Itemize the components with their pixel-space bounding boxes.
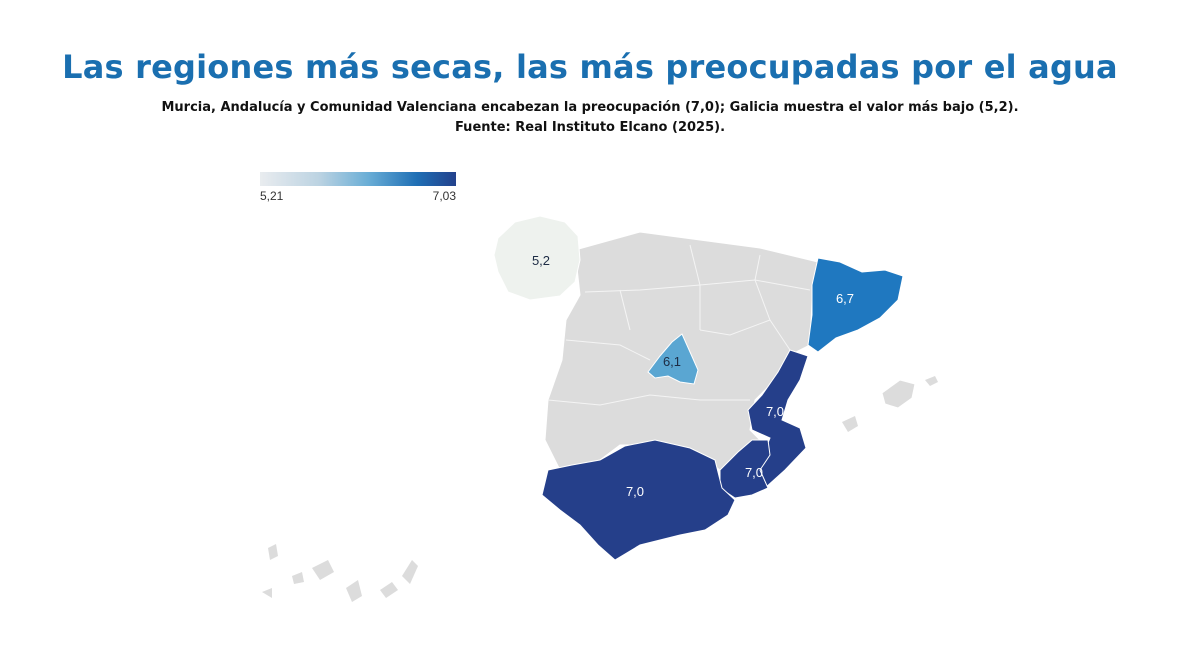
legend-max-label: 7,03 bbox=[432, 189, 456, 203]
color-legend: 5,21 7,03 bbox=[260, 172, 456, 204]
subtitle-line-1: Murcia, Andalucía y Comunidad Valenciana… bbox=[161, 100, 1019, 115]
region-andalucia[interactable] bbox=[541, 439, 736, 561]
page-title: Las regiones más secas, las más preocupa… bbox=[62, 48, 1118, 86]
baleares-menorca bbox=[925, 376, 938, 386]
subtitle-line-2: Fuente: Real Instituto Elcano (2025). bbox=[454, 120, 726, 135]
page-subtitle: Murcia, Andalucía y Comunidad Valenciana… bbox=[0, 98, 1180, 138]
legend-min-label: 5,21 bbox=[260, 189, 284, 203]
legend-labels: 5,21 7,03 bbox=[260, 186, 456, 204]
baleares-ibiza bbox=[842, 416, 858, 432]
legend-gradient-bar bbox=[260, 172, 456, 186]
label-valencia: 7,0 bbox=[766, 404, 784, 419]
label-murcia: 7,0 bbox=[745, 465, 763, 480]
internal-borders bbox=[547, 244, 811, 406]
region-canarias[interactable] bbox=[262, 544, 418, 602]
label-cataluna: 6,7 bbox=[836, 291, 854, 306]
region-cataluna[interactable] bbox=[807, 257, 904, 353]
label-madrid: 6,1 bbox=[663, 354, 681, 369]
region-murcia[interactable] bbox=[719, 439, 771, 499]
label-andalucia: 7,0 bbox=[626, 484, 644, 499]
region-madrid[interactable] bbox=[647, 333, 699, 385]
region-baleares[interactable] bbox=[881, 379, 916, 409]
label-galicia: 5,2 bbox=[532, 253, 550, 268]
region-galicia[interactable] bbox=[493, 215, 581, 301]
